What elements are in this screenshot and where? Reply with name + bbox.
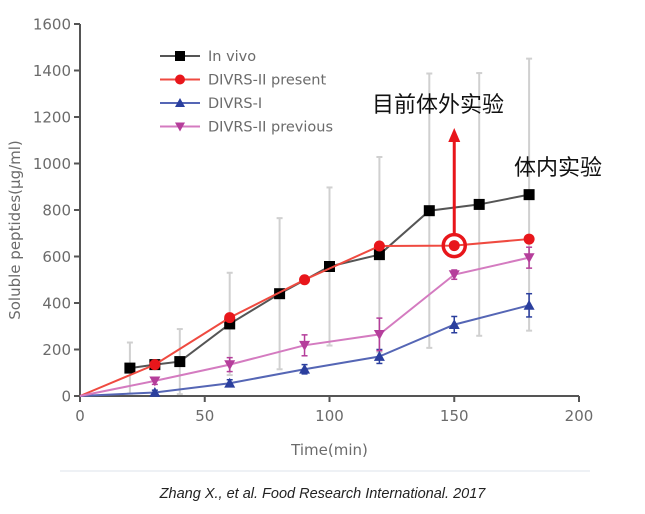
legend-label: In vivo: [208, 49, 256, 65]
legend-item: In vivo: [160, 49, 256, 65]
data-point: [299, 274, 311, 286]
legend-marker: [175, 74, 185, 85]
legend-label: DIVRS-II present: [208, 73, 326, 89]
legend-marker: [175, 122, 185, 132]
data-point: [174, 356, 186, 368]
data-point: [373, 329, 385, 340]
annotations: 目前体外实验 体内实验: [372, 93, 602, 259]
series-divrs-i: [79, 299, 535, 397]
data-point: [373, 350, 385, 361]
annotation-arrow-head: [448, 128, 461, 142]
y-tick-label: 0: [61, 388, 71, 406]
x-ticks: 0 50 100 150 200: [75, 396, 593, 425]
x-tick-label: 200: [565, 407, 594, 425]
legend: In vivo DIVRS-II present DIVRS-I DIVRS-II p…: [160, 49, 333, 136]
citation: Zhang X., et al. Food Research Internati…: [159, 486, 486, 502]
x-tick-label: 0: [75, 407, 85, 425]
data-point: [149, 387, 161, 397]
axes: 0 200 400 600 800 1000 1200 1400 1600 0 50 100 150 2…: [33, 16, 594, 426]
annotation-in-vivo-label: 体内实验: [514, 156, 602, 181]
y-tick-label: 1600: [33, 16, 71, 34]
data-point: [523, 189, 535, 201]
data-point: [523, 253, 535, 264]
data-point: [224, 377, 236, 388]
data-point: [523, 233, 535, 245]
separator-line: [60, 470, 590, 472]
annotation-highlight-circle: [441, 232, 467, 259]
data-point: [224, 318, 236, 330]
legend-item: DIVRS-I: [160, 96, 262, 112]
legend-marker: [175, 51, 185, 61]
x-tick-label: 150: [440, 407, 469, 425]
y-tick-label: 1200: [33, 109, 71, 127]
legend-marker: [175, 98, 185, 107]
series-divrs-ii-previous: [79, 253, 535, 397]
annotation-in-vitro-label: 目前体外实验: [372, 93, 504, 118]
data-point: [124, 362, 136, 374]
y-tick-label: 400: [42, 295, 71, 313]
legend-label: DIVRS-II previous: [208, 120, 333, 136]
data-point: [324, 260, 335, 272]
y-tick-label: 1400: [33, 62, 71, 80]
series-divrs-ii-present: [79, 233, 535, 397]
legend-label: DIVRS-I: [208, 96, 262, 112]
data-point: [373, 249, 385, 261]
data-point: [448, 270, 460, 281]
data-point: [224, 360, 236, 371]
y-ticks: 0 200 400 600 800 1000 1200 1400 1600: [33, 16, 80, 406]
x-tick-label: 100: [315, 407, 344, 425]
chart: 0 200 400 600 800 1000 1200 1400 1600 0 50 100 150 2…: [6, 16, 602, 460]
data-point: [299, 340, 311, 351]
x-axis-title: Time(min): [290, 441, 368, 459]
data-point: [373, 240, 385, 252]
x-tick-label: 50: [195, 407, 214, 425]
data-point: [224, 312, 236, 324]
data-point: [149, 376, 161, 387]
y-tick-label: 600: [42, 248, 71, 266]
y-tick-label: 1000: [33, 155, 71, 173]
data-point: [523, 299, 535, 310]
data-point: [448, 240, 460, 252]
data-point: [473, 198, 485, 210]
data-point: [149, 359, 161, 371]
data-point: [448, 319, 460, 330]
y-axis-title: Soluble peptides(μg/ml): [6, 140, 24, 320]
legend-item: DIVRS-II present: [160, 73, 326, 89]
data-point: [274, 288, 286, 300]
legend-item: DIVRS-II previous: [160, 120, 333, 136]
series-group: [79, 189, 535, 397]
data-point: [423, 205, 435, 217]
y-tick-label: 800: [42, 202, 71, 220]
data-point: [299, 363, 311, 374]
y-tick-label: 200: [42, 341, 71, 359]
